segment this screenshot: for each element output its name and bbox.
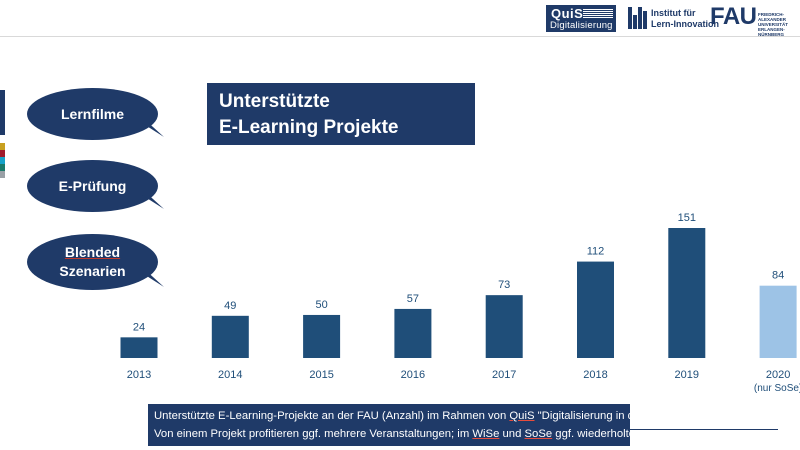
caption-line2-wise: WiSe (472, 428, 500, 440)
bar-2020 (759, 285, 797, 358)
bar-2016 (394, 308, 432, 358)
quis-logo: QuiS Digitalisierung (546, 5, 616, 32)
header-divider (0, 36, 800, 37)
bar-2017 (485, 295, 523, 358)
slide-title-line1: Unterstützte (219, 91, 330, 112)
category-label-2019: 2019 (675, 369, 699, 381)
ili-logo-line1: Institut für (651, 8, 696, 18)
slide-title-line2: E-Learning Projekte (219, 117, 399, 138)
category-label-2018: 2018 (583, 369, 607, 381)
quis-logo-title: QuiS (551, 6, 584, 21)
value-label-2020: 84 (772, 270, 784, 282)
bar-2013 (120, 337, 158, 358)
bubble-blended-label-line2: Szenarien (59, 263, 126, 279)
ili-logo-bars-icon (628, 7, 648, 29)
caption-line2-sose: SoSe (524, 428, 553, 440)
value-label-2018: 112 (587, 246, 605, 258)
fau-logo: FAU FRIEDRICH-ALEXANDER UNIVERSITÄT ERLA… (710, 3, 800, 37)
caption-line1: Unterstützte E-Learning-Projekte an der … (154, 407, 630, 425)
fau-logo-wordmark: FAU (710, 3, 757, 30)
projects-bar-chart: 24 2013 49 2014 50 2015 57 2016 73 2017 112 2018 151… (100, 200, 800, 405)
category-label-2020: 2020 (766, 369, 790, 381)
value-label-2015: 50 (315, 299, 327, 311)
caption-rule (630, 429, 778, 430)
category-label-2017: 2017 (492, 369, 516, 381)
caption-line2-a: Von einem Projekt profitieren ggf. mehre… (154, 428, 473, 440)
ili-logo-line2: Lern-Innovation (651, 19, 719, 29)
caption-line2-b: und (499, 428, 525, 440)
slide-title: Unterstützte E-Learning Projekte (207, 83, 475, 145)
caption-line1-b: "Digitalisierung in der Lehre" im Zeitra… (537, 410, 630, 422)
bubble-blended-label-line1: Blended (64, 244, 121, 260)
value-label-2017: 73 (498, 279, 510, 291)
category-sublabel-2020: (nur SoSe) (754, 383, 800, 394)
quis-logo-stripes (583, 9, 613, 18)
bubble-e-pruefung-label: E-Prüfung (58, 177, 127, 194)
fau-logo-fullname: FRIEDRICH-ALEXANDER UNIVERSITÄT ERLANGEN… (758, 12, 789, 37)
category-label-2016: 2016 (401, 369, 425, 381)
chart-svg: 24 2013 49 2014 50 2015 57 2016 73 2017 112 2018 151… (120, 212, 800, 394)
category-label-2015: 2015 (309, 369, 333, 381)
bubble-tail (142, 123, 164, 137)
chart-caption: Unterstützte E-Learning-Projekte an der … (148, 404, 630, 446)
bubble-e-pruefung: E-Prüfung (27, 160, 164, 212)
ili-logo: Institut für Lern-Innovation (628, 6, 719, 32)
caption-line2-c: ggf. wiederholte Förderung (555, 428, 630, 440)
bubble-lernfilme-label: Lernfilme (60, 105, 124, 122)
bubble-lernfilme: Lernfilme (27, 88, 164, 140)
caption-line1-quis: QuiS (509, 410, 535, 422)
left-color-strip (0, 90, 5, 185)
value-label-2013: 24 (133, 321, 145, 333)
caption-line1-a: Unterstützte E-Learning-Projekte an der … (154, 410, 510, 422)
bar-2015 (303, 314, 341, 358)
bar-2019 (668, 228, 706, 358)
quis-logo-subtitle: Digitalisierung (550, 20, 613, 31)
value-label-2016: 57 (407, 293, 419, 305)
bar-2014 (211, 315, 249, 358)
value-label-2014: 49 (224, 300, 236, 312)
category-label-2013: 2013 (127, 369, 151, 381)
caption-line2: Von einem Projekt profitieren ggf. mehre… (154, 425, 630, 443)
category-label-2014: 2014 (218, 369, 242, 381)
value-label-2019: 151 (678, 212, 696, 224)
bar-2018 (577, 261, 614, 358)
